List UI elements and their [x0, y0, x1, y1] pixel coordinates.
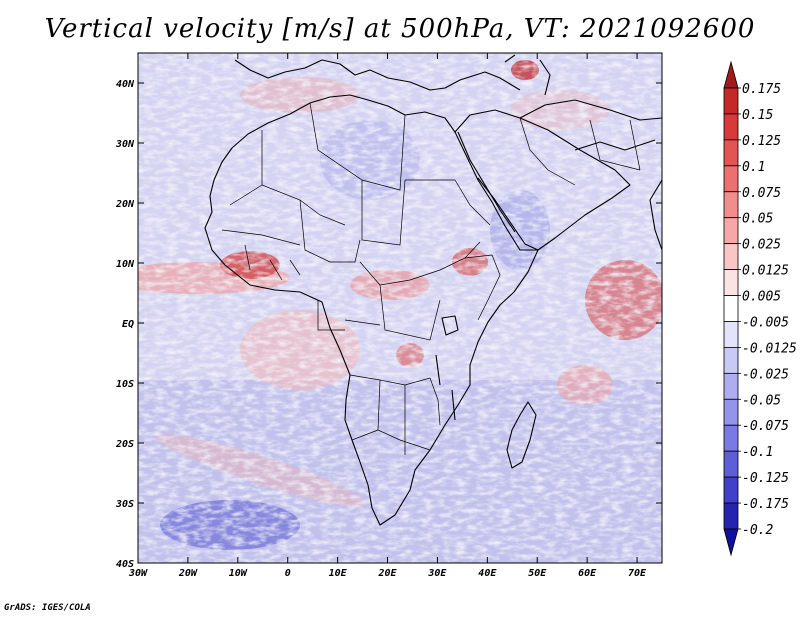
tick-marks: [137, 53, 662, 564]
lon-tick-label: 60E: [578, 568, 597, 579]
colorbar-box: [723, 243, 739, 270]
colorbar-arrow-top: [723, 60, 739, 89]
colorbar-label: -0.125: [742, 471, 789, 486]
colorbar-label: -0.05: [742, 393, 781, 408]
colorbar-label: -0.2: [742, 523, 773, 538]
colorbar-label: 0.025: [742, 238, 781, 253]
map-frame: [137, 52, 663, 564]
colorbar-box: [723, 476, 739, 504]
colorbar-label: -0.025: [742, 367, 789, 382]
velocity-field: [138, 53, 662, 563]
colorbar-box: [723, 113, 739, 141]
lat-tick-labels: 40N 30N 20N 10N EQ 10S 20S 30S 40S: [115, 79, 135, 570]
lon-tick-labels: 30W 20W 10W 0 10E 20E 30E 40E 50E 60E 70E: [128, 568, 647, 579]
lon-tick-label: 20E: [377, 568, 397, 579]
colorbar-box: [723, 87, 739, 115]
lon-tick-label: 30E: [427, 568, 447, 579]
colorbar-label: -0.1: [742, 445, 773, 460]
colorbar-label: 0.005: [742, 290, 781, 305]
lat-tick-label: 30S: [115, 499, 134, 510]
lon-tick-label: 40E: [478, 568, 497, 579]
colorbar-labels: 0.175 0.15 0.125 0.1 0.075 0.05 0.025 0.0125 0.0…: [742, 82, 797, 538]
colorbar-box: [723, 139, 739, 167]
lon-tick-label: 20W: [178, 568, 198, 579]
colorbar-label: 0.175: [742, 82, 781, 97]
colorbar-label: 0.15: [742, 108, 773, 123]
lon-tick-label: 70E: [628, 568, 647, 579]
colorbar-label: 0.0125: [742, 264, 789, 279]
footer-credit: GrADS: IGES/COLA: [4, 603, 91, 613]
lon-tick-label: 10E: [329, 568, 348, 579]
colorbar-box: [723, 424, 739, 452]
lon-tick-label: 30W: [128, 568, 148, 579]
lat-tick-label: 20N: [115, 199, 135, 210]
lat-tick-label: 10N: [116, 259, 135, 270]
lon-tick-label: 0: [285, 568, 291, 579]
colorbar-box: [723, 269, 739, 296]
colorbar-label: 0.125: [742, 134, 781, 149]
colorbar-box: [723, 398, 739, 426]
coastline: [204, 54, 662, 526]
colorbar: [723, 60, 741, 557]
colorbar-box: [723, 217, 739, 245]
lat-tick-label: 10S: [116, 379, 134, 390]
lat-tick-label: 40N: [116, 79, 135, 90]
colorbar-label: 0.05: [742, 212, 773, 227]
colorbar-box: [723, 450, 739, 478]
colorbar-label: 0.075: [742, 186, 781, 201]
colorbar-label: -0.175: [742, 497, 789, 512]
lat-tick-label: 30N: [115, 139, 135, 150]
colorbar-box: [723, 295, 739, 322]
colorbar-box: [723, 502, 739, 530]
lon-tick-label: 50E: [528, 568, 547, 579]
colorbar-label: -0.075: [742, 419, 789, 434]
map-title: Vertical velocity [m/s] at 500hPa, VT: 2…: [44, 14, 756, 44]
colorbar-box: [723, 191, 739, 219]
lat-tick-label: EQ: [122, 319, 134, 330]
colorbar-box: [723, 321, 739, 348]
colorbar-arrow-bottom: [723, 528, 739, 557]
country-borders: [221, 102, 641, 455]
colorbar-label: -0.0125: [742, 341, 797, 356]
lon-tick-label: 10W: [229, 568, 248, 579]
lat-tick-label: 20S: [115, 439, 134, 450]
colorbar-label: 0.1: [742, 160, 765, 175]
colorbar-box: [723, 372, 739, 400]
colorbar-box: [723, 347, 739, 374]
colorbar-label: -0.005: [742, 315, 789, 330]
colorbar-box: [723, 165, 739, 193]
lat-tick-label: 40S: [116, 559, 134, 570]
